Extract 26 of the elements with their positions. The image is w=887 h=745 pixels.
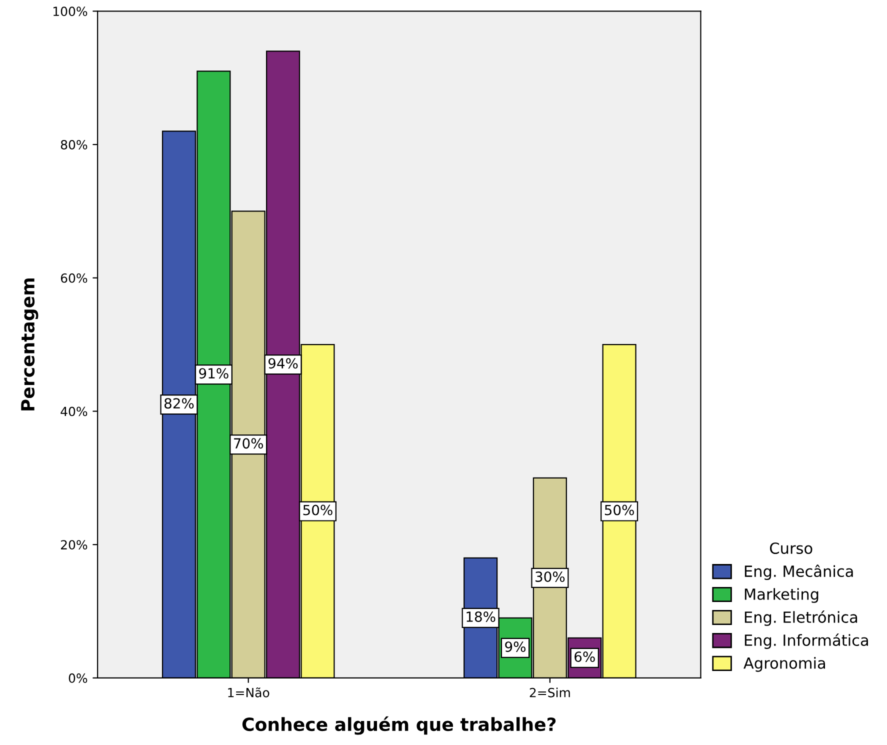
data-label: 50%: [303, 504, 332, 516]
data-label: 18%: [466, 611, 496, 622]
y-tick-label: 100%: [53, 6, 88, 16]
y-tick-label: 0%: [68, 673, 88, 683]
x-axis-title: Conhece alguém que trabalhe?: [242, 716, 556, 735]
y-tick-label: 40%: [60, 406, 88, 416]
data-label: 50%: [604, 504, 634, 516]
y-tick-label: 20%: [60, 540, 88, 550]
y-tick-label: 60%: [60, 273, 88, 283]
data-label: 70%: [234, 438, 264, 449]
y-axis-title: Percentagem: [21, 278, 38, 410]
data-label: 9%: [505, 641, 526, 652]
legend-label: Eng. Informática: [744, 634, 868, 649]
legend-title: Curso: [770, 542, 812, 554]
y-tick-label: 80%: [60, 140, 88, 150]
legend-label: Agronomia: [744, 657, 825, 672]
data-label: 30%: [536, 571, 565, 582]
x-tick-label: 1=Não: [228, 687, 270, 698]
data-label: 82%: [164, 398, 194, 409]
legend-label: Marketing: [744, 588, 818, 603]
legend-label: Eng. Eletrónica: [744, 610, 858, 626]
data-label: 6%: [574, 651, 595, 662]
x-tick-label: 2=Sim: [530, 688, 570, 698]
data-label: 91%: [199, 368, 228, 379]
data-label: 94%: [268, 358, 298, 369]
legend-label: Eng. Mecânica: [744, 564, 853, 580]
